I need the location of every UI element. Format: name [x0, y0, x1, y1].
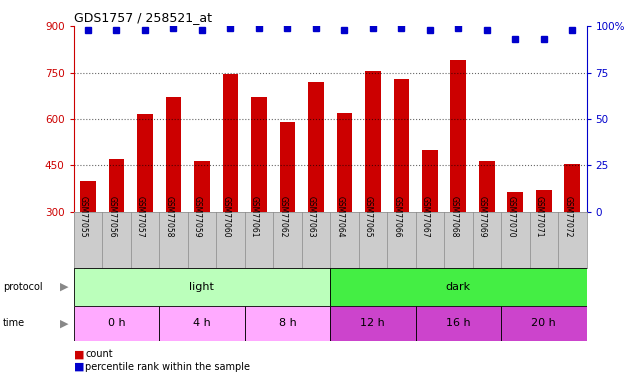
Text: GSM77058: GSM77058	[165, 196, 174, 237]
Text: percentile rank within the sample: percentile rank within the sample	[85, 362, 250, 372]
Text: GSM77059: GSM77059	[193, 196, 202, 237]
Bar	[137, 114, 153, 212]
Bar	[80, 181, 96, 212]
Bar	[74, 268, 330, 306]
Text: GSM77057: GSM77057	[136, 196, 145, 237]
Text: GSM77067: GSM77067	[421, 196, 430, 237]
Text: GSM77063: GSM77063	[307, 196, 316, 237]
Text: protocol: protocol	[3, 282, 43, 292]
Text: GSM77055: GSM77055	[79, 196, 88, 237]
Text: GSM77071: GSM77071	[535, 196, 544, 237]
Text: GSM77056: GSM77056	[108, 196, 117, 237]
Text: GDS1757 / 258521_at: GDS1757 / 258521_at	[74, 11, 212, 24]
Bar	[536, 190, 552, 212]
Bar	[508, 192, 523, 212]
Bar	[251, 98, 267, 212]
Text: ▶: ▶	[60, 318, 68, 328]
Bar	[422, 150, 438, 212]
Bar	[479, 161, 495, 212]
Text: GSM77060: GSM77060	[221, 196, 230, 237]
Text: GSM77066: GSM77066	[392, 196, 401, 237]
Bar	[279, 122, 296, 212]
Bar	[165, 98, 181, 212]
Bar	[74, 306, 159, 341]
Bar	[245, 306, 330, 341]
Bar	[565, 164, 580, 212]
Text: ▶: ▶	[60, 282, 68, 292]
Bar	[415, 306, 501, 341]
Bar	[308, 82, 324, 212]
Text: 8 h: 8 h	[278, 318, 296, 328]
Text: GSM77064: GSM77064	[335, 196, 344, 237]
Bar	[108, 159, 124, 212]
Bar	[159, 306, 245, 341]
Text: GSM77065: GSM77065	[364, 196, 373, 237]
Text: 16 h: 16 h	[446, 318, 470, 328]
Bar	[222, 74, 238, 212]
Bar	[394, 79, 409, 212]
Text: light: light	[190, 282, 214, 292]
Bar	[330, 306, 415, 341]
Text: 20 h: 20 h	[531, 318, 556, 328]
Bar	[337, 113, 352, 212]
Text: ■: ■	[74, 350, 84, 359]
Text: count: count	[85, 350, 113, 359]
Text: GSM77062: GSM77062	[278, 196, 287, 237]
Bar	[501, 306, 587, 341]
Text: GSM77072: GSM77072	[563, 196, 572, 237]
Bar	[365, 71, 381, 212]
Text: GSM77061: GSM77061	[250, 196, 259, 237]
Bar	[330, 268, 587, 306]
Text: ■: ■	[74, 362, 84, 372]
Text: dark: dark	[445, 282, 471, 292]
Text: GSM77068: GSM77068	[449, 196, 458, 237]
Bar	[194, 161, 210, 212]
Text: GSM77069: GSM77069	[478, 196, 487, 237]
Text: 4 h: 4 h	[193, 318, 211, 328]
Text: time: time	[3, 318, 26, 328]
Text: GSM77070: GSM77070	[506, 196, 515, 237]
Bar	[451, 60, 466, 212]
Text: 0 h: 0 h	[108, 318, 125, 328]
Text: 12 h: 12 h	[360, 318, 385, 328]
